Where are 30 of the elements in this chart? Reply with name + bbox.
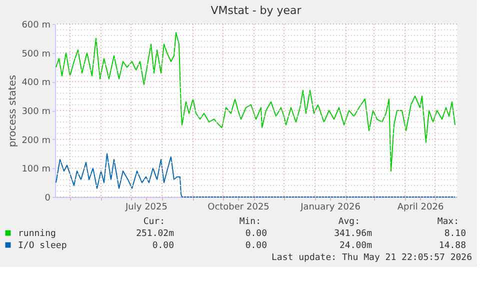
y-tick-label: 500 m bbox=[22, 49, 50, 60]
x-tick-label: July 2025 bbox=[124, 202, 168, 212]
text: Avg: bbox=[338, 217, 360, 227]
text: Cur: bbox=[143, 217, 165, 227]
text: 14.88 bbox=[438, 241, 466, 251]
text: 0.00 bbox=[152, 241, 174, 251]
y-tick-label: 0 bbox=[44, 194, 51, 204]
text: 341.96m bbox=[334, 229, 372, 239]
y-axis-title: process states bbox=[8, 74, 19, 148]
text: 0.00 bbox=[245, 229, 267, 239]
y-tick-label: 100 m bbox=[22, 164, 50, 175]
x-tick-label: October 2025 bbox=[208, 202, 270, 212]
y-tick-label: 300 m bbox=[22, 107, 50, 117]
chart-title: VMstat - by year bbox=[210, 4, 302, 17]
x-tick-label: April 2026 bbox=[397, 202, 444, 212]
text: 8.10 bbox=[444, 229, 466, 239]
legend-label: I/O sleep bbox=[18, 241, 67, 251]
text: Max: bbox=[437, 217, 459, 227]
text: Min: bbox=[239, 217, 261, 227]
y-tick-label: 400 m bbox=[22, 78, 50, 88]
x-tick-label: January 2026 bbox=[300, 202, 361, 212]
line-series bbox=[56, 153, 456, 198]
legend-label: running bbox=[18, 229, 56, 239]
y-tick-label: 600 m bbox=[22, 20, 50, 30]
text: 251.02m bbox=[136, 229, 174, 239]
text: 24.00m bbox=[339, 241, 372, 251]
y-tick-label: 200 m bbox=[22, 136, 50, 146]
line-series bbox=[56, 32, 456, 172]
text: Last update: Thu May 21 22:05:57 2026 bbox=[272, 253, 472, 263]
text: 0.00 bbox=[245, 241, 267, 251]
